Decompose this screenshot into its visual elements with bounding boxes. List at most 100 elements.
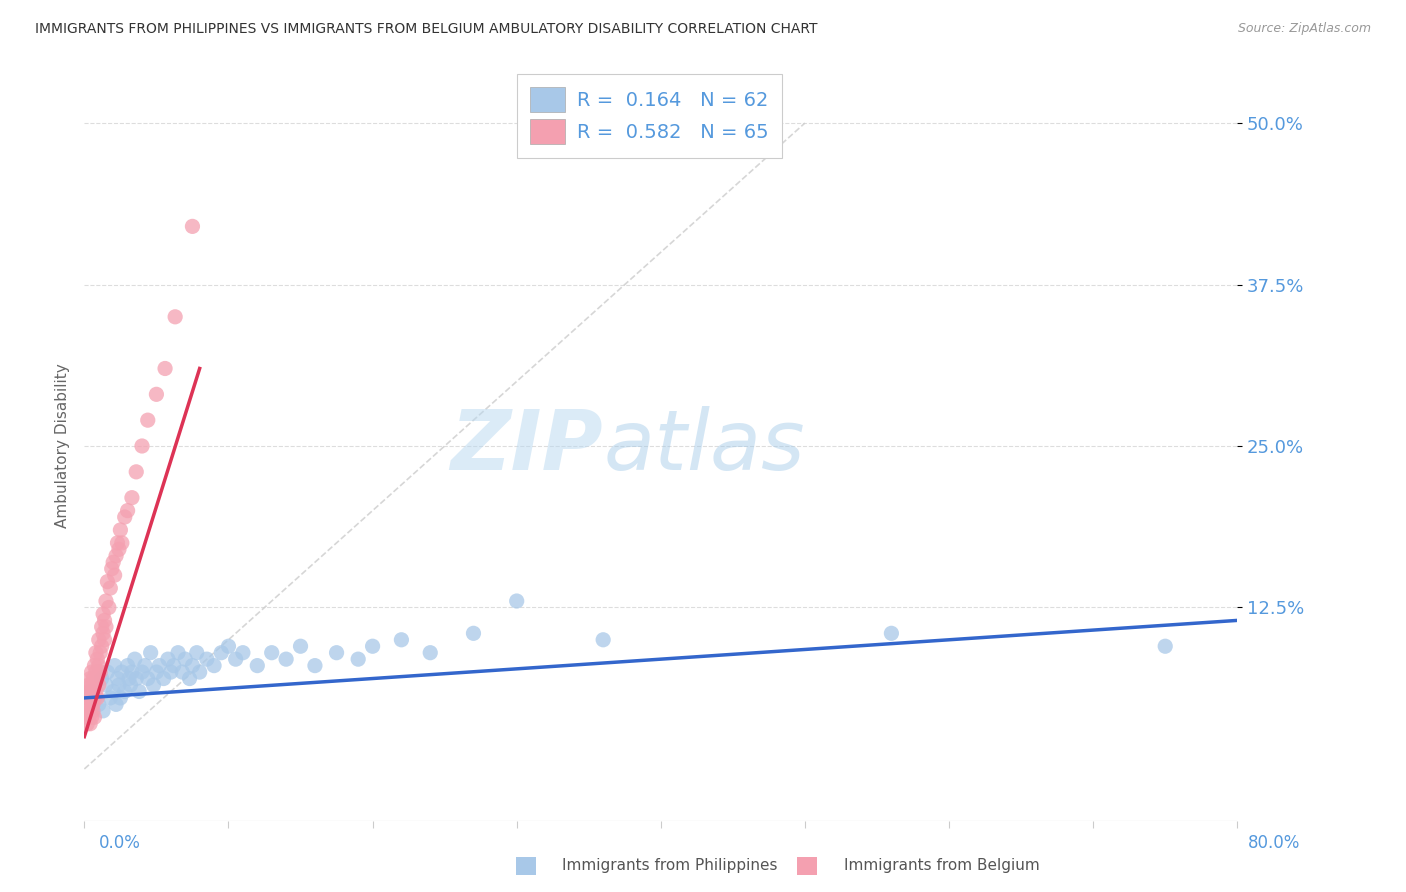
Point bbox=[163, 658, 186, 673]
Point bbox=[125, 672, 148, 686]
Point bbox=[77, 698, 100, 712]
Point bbox=[91, 607, 114, 621]
Point bbox=[82, 698, 104, 712]
Point bbox=[111, 536, 134, 550]
Point bbox=[83, 710, 105, 724]
Point bbox=[148, 658, 170, 673]
Point bbox=[110, 523, 132, 537]
Point bbox=[121, 491, 143, 505]
Point bbox=[232, 646, 254, 660]
Point bbox=[304, 658, 326, 673]
Text: Immigrants from Belgium: Immigrants from Belgium bbox=[844, 858, 1039, 872]
Point bbox=[880, 626, 903, 640]
Point bbox=[391, 632, 413, 647]
Point bbox=[91, 626, 114, 640]
Point bbox=[90, 620, 112, 634]
Point bbox=[96, 665, 118, 679]
Point bbox=[97, 600, 120, 615]
Point bbox=[246, 658, 269, 673]
Point bbox=[82, 704, 104, 718]
Point bbox=[152, 672, 174, 686]
Point bbox=[167, 646, 190, 660]
Point bbox=[361, 639, 384, 653]
Point bbox=[90, 672, 112, 686]
Point bbox=[96, 574, 118, 589]
Point bbox=[172, 665, 194, 679]
Text: IMMIGRANTS FROM PHILIPPINES VS IMMIGRANTS FROM BELGIUM AMBULATORY DISABILITY COR: IMMIGRANTS FROM PHILIPPINES VS IMMIGRANT… bbox=[35, 22, 818, 37]
Point bbox=[83, 678, 105, 692]
Point bbox=[145, 665, 167, 679]
Point bbox=[98, 581, 121, 595]
Point bbox=[186, 646, 208, 660]
Point bbox=[111, 665, 134, 679]
Text: ZIP: ZIP bbox=[450, 406, 603, 486]
Point bbox=[188, 665, 211, 679]
Point bbox=[117, 658, 139, 673]
Point bbox=[463, 626, 485, 640]
Point bbox=[80, 678, 103, 692]
Point bbox=[91, 704, 114, 718]
Point bbox=[181, 658, 204, 673]
Point bbox=[136, 672, 159, 686]
Point bbox=[94, 678, 117, 692]
Point bbox=[142, 678, 165, 692]
Point bbox=[83, 690, 105, 705]
Point bbox=[75, 690, 97, 705]
Point bbox=[179, 672, 201, 686]
Point bbox=[93, 614, 115, 628]
Point bbox=[145, 387, 167, 401]
Point bbox=[139, 646, 162, 660]
Point bbox=[131, 665, 153, 679]
Point bbox=[104, 658, 127, 673]
Point bbox=[87, 698, 110, 712]
Point bbox=[89, 646, 111, 660]
Point bbox=[75, 710, 97, 724]
Point bbox=[114, 684, 136, 698]
Point bbox=[79, 716, 101, 731]
Point bbox=[174, 652, 197, 666]
Point bbox=[121, 665, 143, 679]
Point bbox=[117, 503, 139, 517]
Point bbox=[136, 413, 159, 427]
Point bbox=[105, 549, 128, 563]
Point bbox=[83, 658, 105, 673]
Point bbox=[1154, 639, 1177, 653]
Point bbox=[290, 639, 312, 653]
Point bbox=[506, 594, 529, 608]
Point bbox=[80, 690, 103, 705]
Y-axis label: Ambulatory Disability: Ambulatory Disability bbox=[55, 364, 70, 528]
Point bbox=[86, 690, 108, 705]
Point bbox=[98, 690, 121, 705]
Point bbox=[209, 646, 232, 660]
Point bbox=[94, 594, 117, 608]
Point bbox=[165, 310, 187, 324]
Point bbox=[114, 510, 136, 524]
Point bbox=[225, 652, 247, 666]
Point bbox=[76, 716, 98, 731]
Point bbox=[76, 684, 98, 698]
Point bbox=[79, 672, 101, 686]
Point bbox=[87, 678, 110, 692]
Legend: R =  0.164   N = 62, R =  0.582   N = 65: R = 0.164 N = 62, R = 0.582 N = 65 bbox=[516, 73, 782, 158]
Point bbox=[120, 678, 142, 692]
Point bbox=[80, 710, 103, 724]
Point bbox=[77, 678, 100, 692]
Point bbox=[94, 620, 117, 634]
Point bbox=[93, 632, 115, 647]
Point bbox=[218, 639, 240, 653]
Text: Immigrants from Philippines: Immigrants from Philippines bbox=[562, 858, 778, 872]
Point bbox=[100, 562, 122, 576]
Point bbox=[103, 555, 124, 569]
Point bbox=[134, 658, 156, 673]
Point bbox=[325, 646, 347, 660]
Point bbox=[84, 690, 107, 705]
Point bbox=[76, 704, 98, 718]
Point bbox=[592, 632, 614, 647]
Point bbox=[103, 684, 124, 698]
Point bbox=[77, 710, 100, 724]
Point bbox=[347, 652, 370, 666]
Point bbox=[202, 658, 225, 673]
Point bbox=[82, 684, 104, 698]
Point bbox=[84, 665, 107, 679]
Point bbox=[125, 465, 148, 479]
